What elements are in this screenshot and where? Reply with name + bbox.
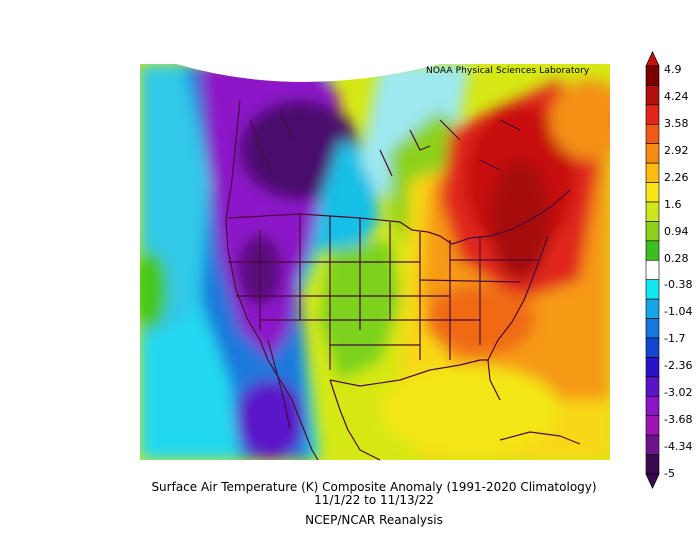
colorbar-top-arrow bbox=[645, 51, 660, 67]
political-boundaries bbox=[225, 99, 581, 461]
colorbar-bottom-arrow bbox=[645, 473, 660, 489]
colorbar-swatch bbox=[645, 123, 660, 145]
colorbar-swatch bbox=[645, 376, 660, 397]
colorbar-tick-label: -5 bbox=[664, 467, 675, 480]
colorbar-tick-label: -1.04 bbox=[664, 305, 693, 319]
colorbar-tick-label: 1.6 bbox=[664, 197, 682, 211]
colorbar-tick-label: 0.28 bbox=[664, 251, 689, 265]
colorbar-swatch bbox=[645, 454, 660, 475]
colorbar-swatch bbox=[645, 240, 660, 261]
colorbar-swatch bbox=[645, 298, 660, 319]
colorbar-swatch bbox=[645, 357, 660, 378]
colorbar-tick-label: 2.92 bbox=[664, 143, 689, 157]
colorbar-swatch bbox=[645, 337, 660, 358]
colorbar-swatch bbox=[645, 182, 660, 203]
dataset-label: NCEP/NCAR Reanalysis bbox=[305, 513, 443, 527]
colorbar-tick-label: -4.34 bbox=[664, 440, 693, 454]
colorbar-swatch bbox=[645, 259, 660, 281]
colorbar-swatch bbox=[645, 201, 660, 222]
colorbar-swatch bbox=[645, 395, 660, 417]
date-range: 11/1/22 to 11/13/22 bbox=[314, 493, 434, 507]
colorbar-tick-label: -1.7 bbox=[664, 332, 686, 346]
colorbar-tick-label: 0.94 bbox=[664, 224, 689, 238]
colorbar-tick-label: 2.26 bbox=[664, 170, 689, 184]
colorbar-swatch bbox=[645, 279, 660, 300]
colorbar-swatch bbox=[645, 65, 660, 86]
colorbar-swatch bbox=[645, 85, 660, 106]
colorbar-swatch bbox=[645, 104, 660, 125]
colorbar-swatch bbox=[645, 143, 660, 164]
credit-label: NOAA Physical Sciences Laboratory bbox=[426, 66, 590, 76]
map-title: Surface Air Temperature (K) Composite An… bbox=[151, 480, 597, 494]
colorbar bbox=[645, 51, 660, 489]
colorbar-tick-label: 4.24 bbox=[664, 89, 689, 103]
colorbar-tick-label: -3.02 bbox=[664, 386, 693, 400]
colorbar-tick-label: -2.36 bbox=[664, 359, 693, 373]
colorbar-tick-label: 3.58 bbox=[664, 116, 689, 130]
colorbar-tick-label: 4.9 bbox=[664, 63, 682, 76]
colorbar-swatch bbox=[645, 318, 660, 339]
colorbar-tick-label: -0.38 bbox=[664, 278, 693, 292]
colorbar-swatch bbox=[645, 434, 660, 455]
colorbar-swatch bbox=[645, 415, 660, 436]
colorbar-swatch bbox=[645, 221, 660, 242]
colorbar-tick-label: -3.68 bbox=[664, 413, 693, 427]
colorbar-swatch bbox=[645, 162, 660, 183]
